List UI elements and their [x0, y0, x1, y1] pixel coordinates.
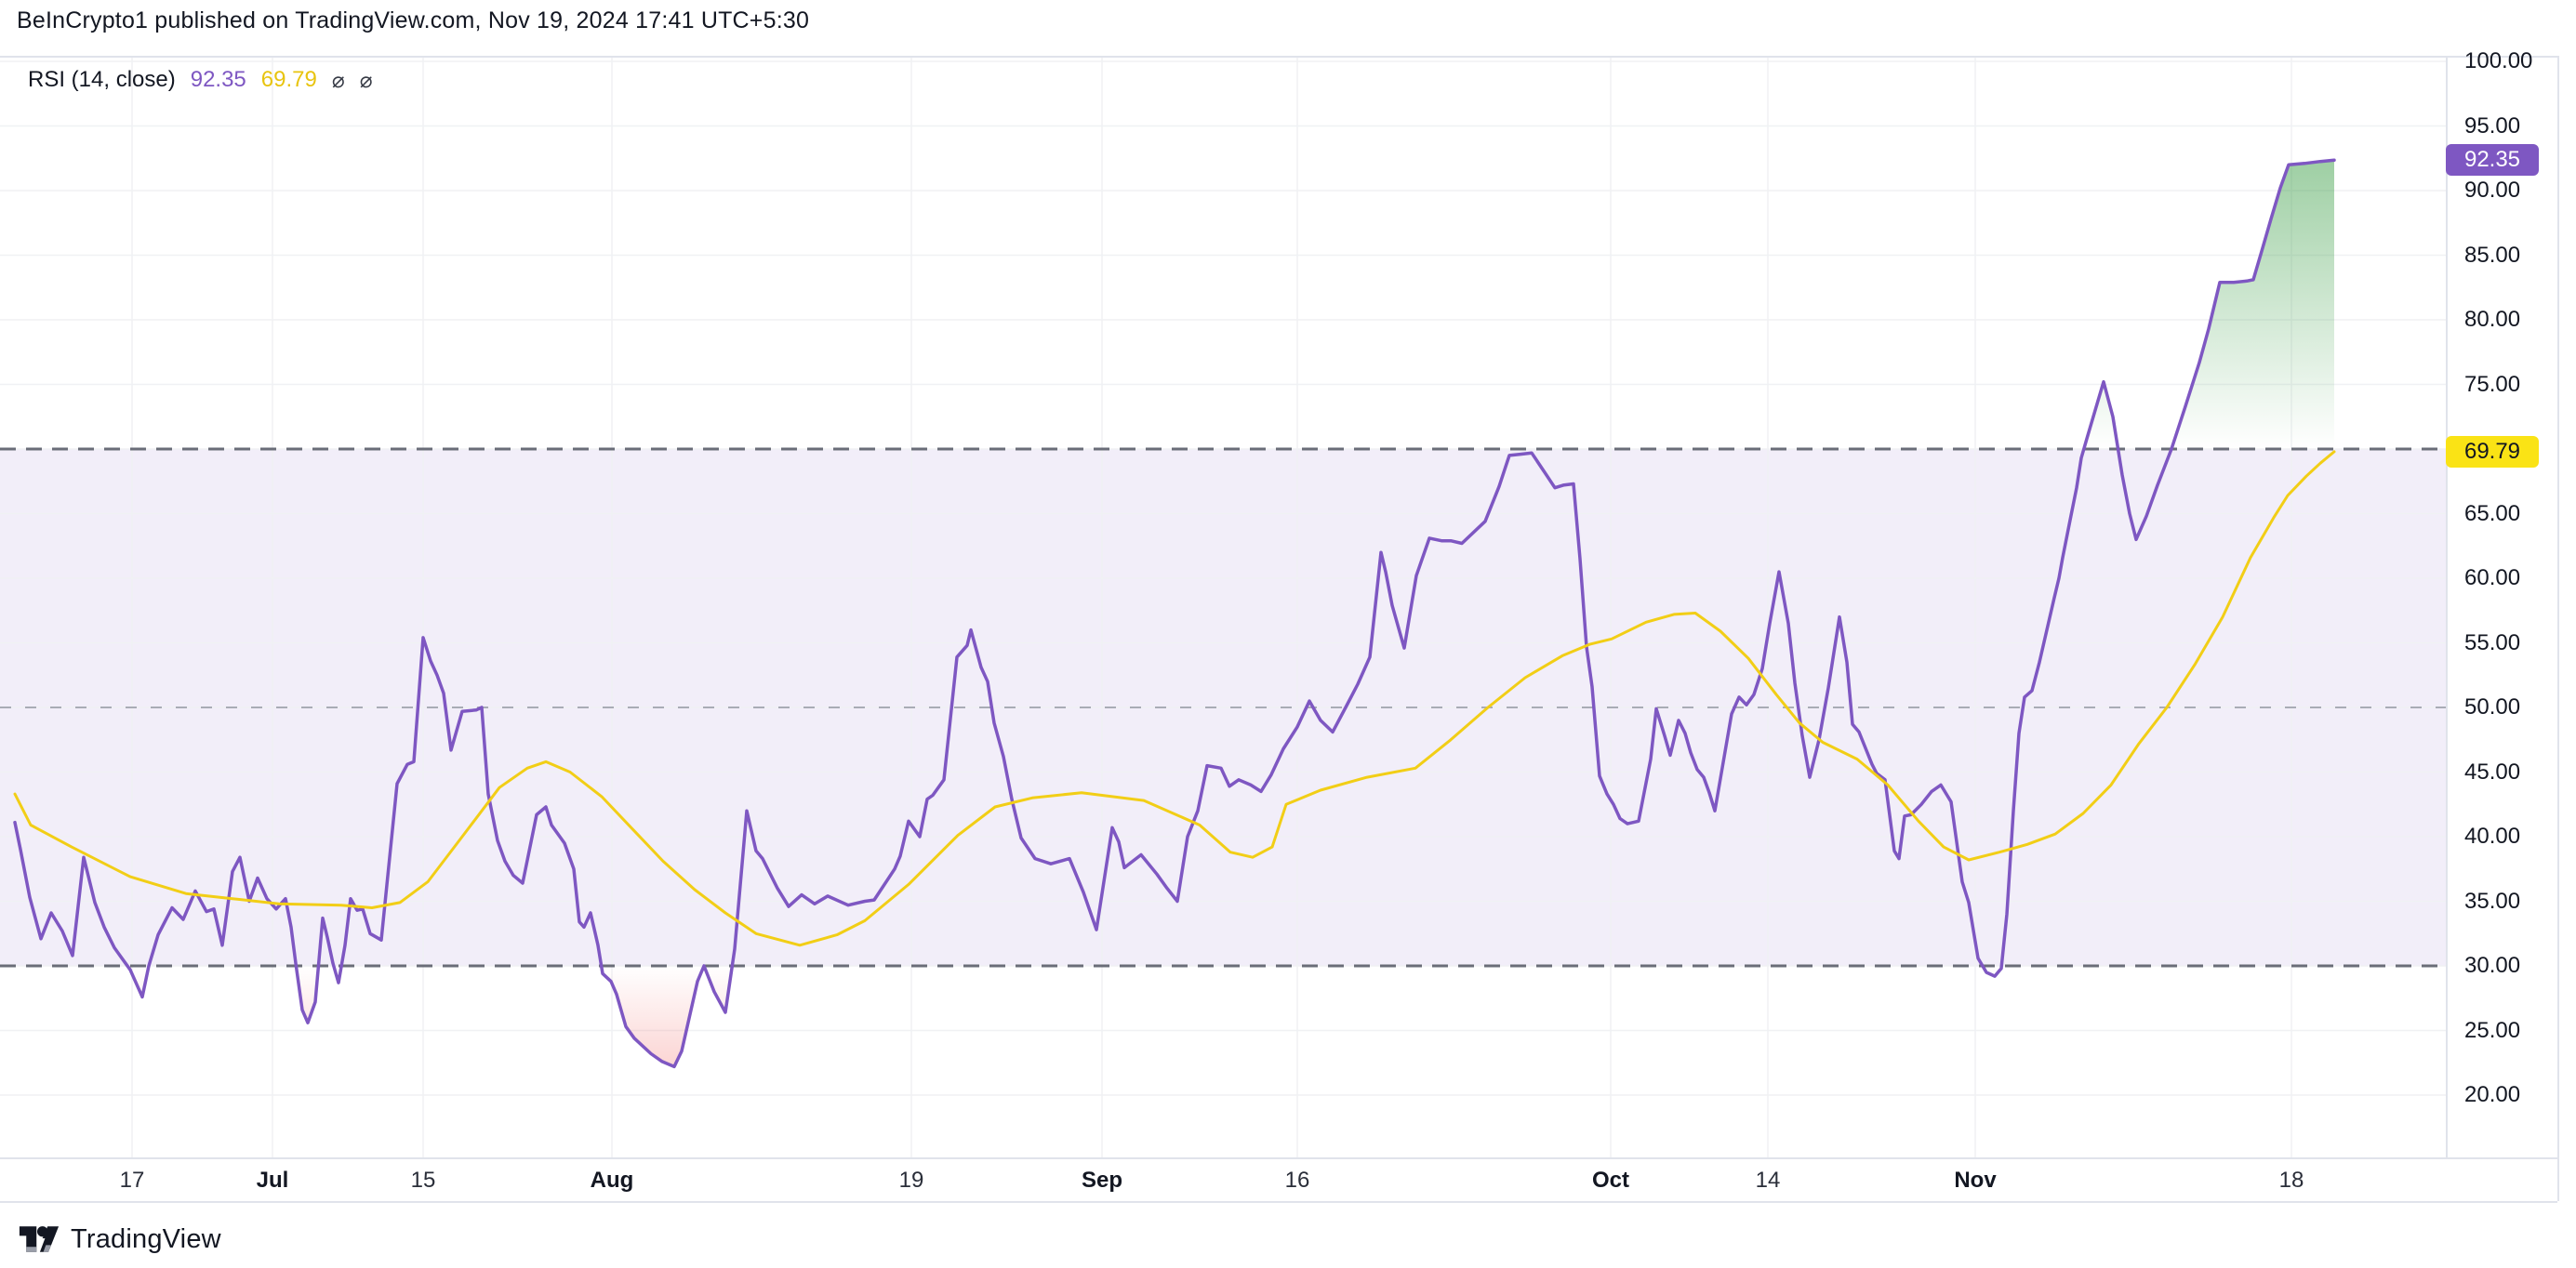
y-axis-label: 20.00	[2464, 1082, 2521, 1107]
x-axis-label-18: 18	[2278, 1168, 2304, 1193]
legend-rsi-value: 92.35	[190, 67, 246, 92]
pane-top-border	[0, 56, 2557, 58]
x-axis-label-16: 16	[1284, 1168, 1310, 1193]
y-axis-label: 45.00	[2464, 759, 2521, 785]
y-axis-label: 80.00	[2464, 307, 2521, 332]
indicator-settings-icon[interactable]: ⌀	[359, 67, 373, 92]
rsi-last-value-badge: 92.35	[2446, 144, 2539, 177]
outer-right-border	[2557, 56, 2559, 1201]
indicator-legend: RSI (14, close) 92.35 69.79 ⌀ ⌀	[28, 67, 373, 93]
y-axis-label: 50.00	[2464, 694, 2521, 720]
axis-bottom-separator	[0, 1157, 2557, 1159]
hide-indicator-icon[interactable]: ⌀	[331, 67, 345, 92]
y-axis-label: 90.00	[2464, 178, 2521, 203]
legend-ma-value: 69.79	[260, 67, 317, 92]
y-axis-label: 30.00	[2464, 953, 2521, 978]
x-axis-label-aug: Aug	[590, 1168, 634, 1193]
y-axis-label: 25.00	[2464, 1017, 2521, 1043]
indicator-title[interactable]: RSI (14, close)	[28, 67, 176, 92]
x-axis-label-jul: Jul	[256, 1168, 289, 1193]
tradingview-logo-text: TradingView	[71, 1223, 221, 1254]
y-axis-label: 65.00	[2464, 500, 2521, 526]
axis-left-separator	[2446, 56, 2448, 1157]
x-axis-label-17: 17	[119, 1168, 145, 1193]
y-axis-label: 60.00	[2464, 565, 2521, 590]
x-axis-label-14: 14	[1755, 1168, 1781, 1193]
x-axis-label-19: 19	[898, 1168, 924, 1193]
y-axis-label: 100.00	[2464, 48, 2533, 73]
x-axis-label-15: 15	[410, 1168, 436, 1193]
y-axis-label: 35.00	[2464, 888, 2521, 914]
y-axis-label: 55.00	[2464, 629, 2521, 655]
x-axis-label-oct: Oct	[1591, 1168, 1630, 1193]
outer-bottom-border	[0, 1201, 2557, 1203]
x-axis-label-sep: Sep	[1081, 1168, 1123, 1193]
tradingview-logo-icon	[19, 1226, 60, 1252]
tradingview-logo[interactable]: TradingView	[19, 1222, 221, 1257]
y-axis-label: 85.00	[2464, 242, 2521, 268]
y-axis-label: 95.00	[2464, 112, 2521, 139]
y-axis-label: 75.00	[2464, 371, 2521, 397]
ma-last-value-badge: 69.79	[2446, 435, 2539, 468]
x-axis-label-nov: Nov	[1954, 1168, 1997, 1193]
y-axis-label: 40.00	[2464, 824, 2521, 849]
page-title: BeInCrypto1 published on TradingView.com…	[17, 7, 810, 33]
